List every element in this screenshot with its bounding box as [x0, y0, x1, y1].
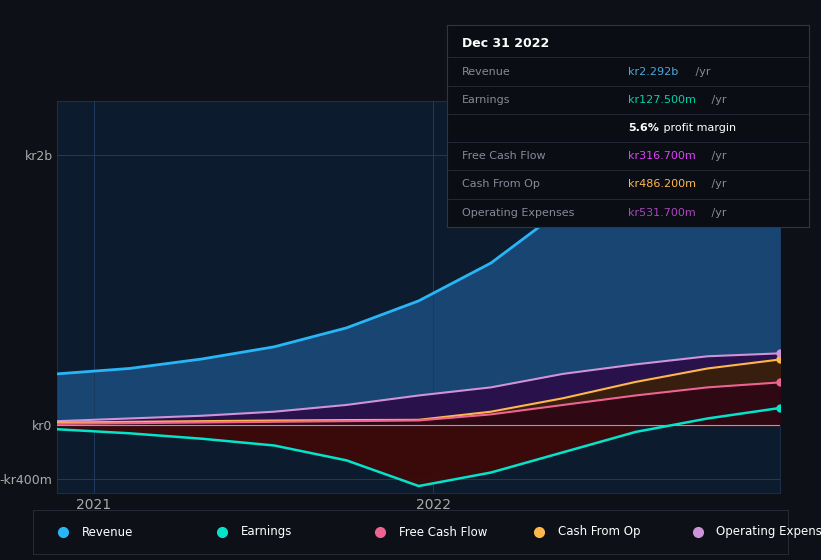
Text: kr316.700m: kr316.700m	[628, 151, 696, 161]
Text: Free Cash Flow: Free Cash Flow	[462, 151, 545, 161]
Text: Earnings: Earnings	[241, 525, 292, 539]
Text: /yr: /yr	[708, 151, 726, 161]
Text: Operating Expenses: Operating Expenses	[462, 208, 574, 218]
Text: Revenue: Revenue	[462, 67, 511, 77]
Text: Free Cash Flow: Free Cash Flow	[399, 525, 488, 539]
Text: profit margin: profit margin	[660, 123, 736, 133]
Text: /yr: /yr	[691, 67, 710, 77]
Text: 5.6%: 5.6%	[628, 123, 659, 133]
Text: Dec 31 2022: Dec 31 2022	[462, 37, 549, 50]
Text: /yr: /yr	[708, 208, 726, 218]
Text: Cash From Op: Cash From Op	[557, 525, 640, 539]
Text: kr2.292b: kr2.292b	[628, 67, 678, 77]
Text: Earnings: Earnings	[462, 95, 511, 105]
Text: /yr: /yr	[708, 179, 726, 189]
Text: kr127.500m: kr127.500m	[628, 95, 696, 105]
Text: kr531.700m: kr531.700m	[628, 208, 696, 218]
Text: Revenue: Revenue	[82, 525, 133, 539]
Text: Operating Expenses: Operating Expenses	[717, 525, 821, 539]
Text: /yr: /yr	[708, 95, 726, 105]
Text: Cash From Op: Cash From Op	[462, 179, 539, 189]
Text: kr486.200m: kr486.200m	[628, 179, 696, 189]
